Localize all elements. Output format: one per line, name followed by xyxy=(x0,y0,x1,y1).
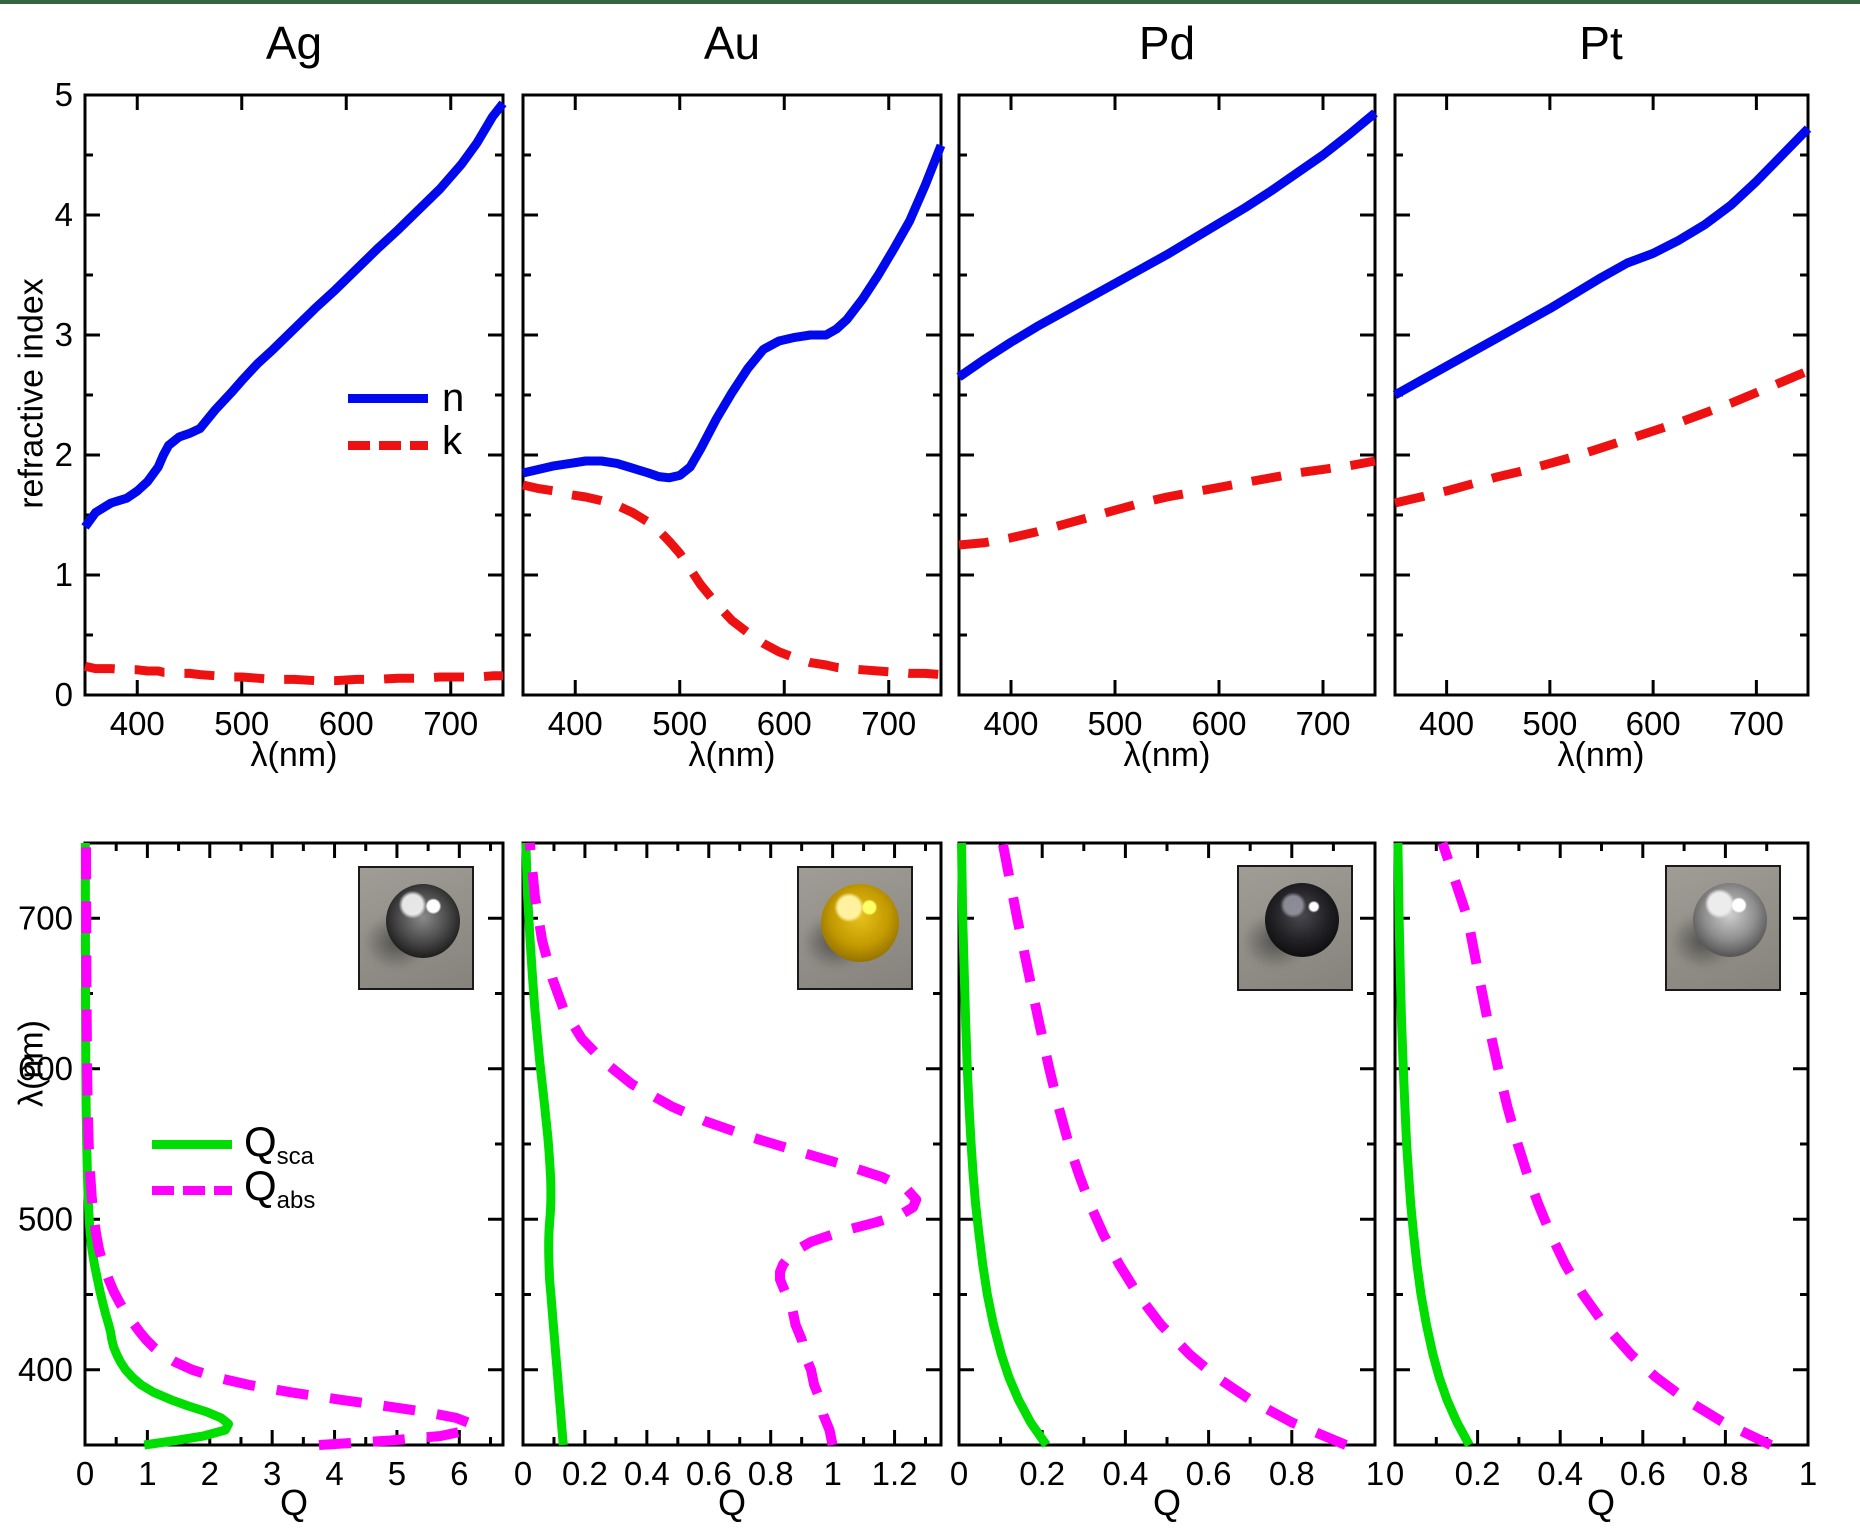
svg-text:500: 500 xyxy=(1087,705,1142,742)
svg-text:0.4: 0.4 xyxy=(1537,1455,1583,1492)
legend-n-label: n xyxy=(442,376,465,420)
legend-n-swatch xyxy=(348,394,428,403)
svg-text:600: 600 xyxy=(1626,705,1681,742)
svg-text:400: 400 xyxy=(18,1351,73,1388)
svg-text:600: 600 xyxy=(319,705,374,742)
svg-text:5: 5 xyxy=(388,1455,406,1492)
sphere-inset-au xyxy=(797,866,913,990)
legend-qabs-swatch xyxy=(152,1186,232,1195)
x-axis-label-bottom-pd: Q xyxy=(1152,1482,1181,1523)
svg-text:0.6: 0.6 xyxy=(686,1455,732,1492)
svg-text:2: 2 xyxy=(201,1455,219,1492)
legend-qsca-main: Q xyxy=(244,1118,277,1165)
svg-text:500: 500 xyxy=(214,705,269,742)
svg-text:700: 700 xyxy=(861,705,916,742)
svg-text:3: 3 xyxy=(55,316,73,353)
bottom-row-y-axis-label: λ(nm) xyxy=(12,1020,51,1107)
svg-text:500: 500 xyxy=(652,705,707,742)
plot-title-pd: Pd xyxy=(1138,17,1196,69)
svg-text:2: 2 xyxy=(55,436,73,473)
svg-text:0: 0 xyxy=(514,1455,532,1492)
x-axis-label-bottom-ag: Q xyxy=(279,1482,308,1523)
svg-text:5: 5 xyxy=(55,76,73,113)
svg-text:600: 600 xyxy=(757,705,812,742)
x-axis-label-top-ag: λ(nm) xyxy=(250,736,338,774)
svg-text:700: 700 xyxy=(1295,705,1350,742)
svg-text:400: 400 xyxy=(110,705,165,742)
svg-text:0.4: 0.4 xyxy=(1102,1455,1148,1492)
legend-qsca-sub: sca xyxy=(276,1143,315,1170)
svg-text:0.2: 0.2 xyxy=(562,1455,608,1492)
svg-text:400: 400 xyxy=(1419,705,1474,742)
svg-text:1: 1 xyxy=(138,1455,156,1492)
svg-text:1: 1 xyxy=(1366,1455,1384,1492)
svg-text:600: 600 xyxy=(18,1050,73,1087)
svg-text:1: 1 xyxy=(55,556,73,593)
gold-sphere-image xyxy=(821,884,899,962)
plot-title-pt: Pt xyxy=(1579,17,1623,69)
svg-text:700: 700 xyxy=(423,705,478,742)
legend-qabs-label: Qabs xyxy=(244,1164,315,1223)
legend-qabs-sub: abs xyxy=(276,1187,316,1214)
sphere-inset-pt xyxy=(1665,865,1781,991)
legend-k-swatch xyxy=(348,441,428,450)
svg-text:400: 400 xyxy=(983,705,1038,742)
svg-text:500: 500 xyxy=(1522,705,1577,742)
x-axis-label-bottom-pt: Q xyxy=(1586,1482,1615,1523)
svg-text:1: 1 xyxy=(823,1455,841,1492)
dark-sphere-image xyxy=(1265,883,1339,957)
svg-text:0.6: 0.6 xyxy=(1186,1455,1232,1492)
svg-text:0.4: 0.4 xyxy=(624,1455,670,1492)
svg-text:0.2: 0.2 xyxy=(1455,1455,1501,1492)
top-row-y-axis-label: refractive index xyxy=(12,278,51,509)
svg-text:4: 4 xyxy=(325,1455,343,1492)
svg-text:700: 700 xyxy=(18,899,73,936)
svg-text:400: 400 xyxy=(548,705,603,742)
plot-title-ag: Ag xyxy=(265,17,323,69)
figure-top-border xyxy=(0,0,1860,4)
sphere-inset-pd xyxy=(1237,865,1353,991)
svg-text:0.8: 0.8 xyxy=(1269,1455,1315,1492)
legend-qabs-main: Q xyxy=(244,1162,277,1209)
svg-text:700: 700 xyxy=(1729,705,1784,742)
x-axis-label-bottom-au: Q xyxy=(717,1482,746,1523)
x-axis-label-top-pd: λ(nm) xyxy=(1123,736,1211,774)
svg-text:0.8: 0.8 xyxy=(1702,1455,1748,1492)
svg-text:0: 0 xyxy=(950,1455,968,1492)
svg-text:0: 0 xyxy=(1386,1455,1404,1492)
svg-text:4: 4 xyxy=(55,196,73,233)
svg-text:500: 500 xyxy=(18,1200,73,1237)
x-axis-label-top-au: λ(nm) xyxy=(688,736,776,774)
svg-text:600: 600 xyxy=(1191,705,1246,742)
svg-text:3: 3 xyxy=(263,1455,281,1492)
svg-text:0.6: 0.6 xyxy=(1620,1455,1666,1492)
silver-sphere-image xyxy=(386,884,460,958)
svg-text:0: 0 xyxy=(55,676,73,713)
svg-text:0: 0 xyxy=(76,1455,94,1492)
sphere-inset-ag xyxy=(358,866,474,990)
svg-text:0.2: 0.2 xyxy=(1019,1455,1065,1492)
platinum-sphere-image xyxy=(1693,883,1767,957)
legend-k-label: k xyxy=(442,419,462,463)
svg-text:1: 1 xyxy=(1799,1455,1817,1492)
x-axis-label-top-pt: λ(nm) xyxy=(1557,736,1645,774)
svg-text:6: 6 xyxy=(450,1455,468,1492)
legend-qsca-label: Qsca xyxy=(244,1120,314,1179)
plot-title-au: Au xyxy=(703,17,761,69)
svg-text:1.2: 1.2 xyxy=(872,1455,918,1492)
svg-text:0.8: 0.8 xyxy=(748,1455,794,1492)
legend-qsca-swatch xyxy=(152,1140,232,1149)
